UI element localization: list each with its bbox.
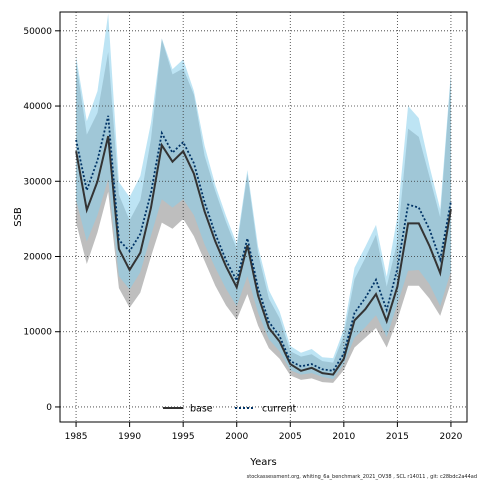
y-tick-label: 20000 [23,252,52,262]
y-axis-title: SSB [13,207,24,227]
x-tick-label: 1990 [118,432,141,442]
x-tick-label: 2010 [332,432,355,442]
y-tick-label: 50000 [23,27,52,37]
current-line [75,115,452,372]
current-legend-label: current [262,404,297,415]
series-lines [75,115,452,376]
x-tick-label: 1995 [172,432,195,442]
x-tick-label: 1985 [65,432,88,442]
x-tick-label: 2005 [279,432,302,442]
x-tick-label: 2000 [225,432,248,442]
x-axis: 1985 1990 1995 2000 2005 2010 2015 2020 [65,422,463,442]
footer-note: stockassessment.org, whiting_6a_benchmar… [247,474,477,480]
x-tick-label: 2020 [439,432,462,442]
plot-frame [59,11,468,423]
base-line [75,135,452,376]
grid-lines [60,12,467,422]
y-tick-label: 10000 [23,328,52,338]
base-legend-label: base [190,404,213,415]
y-tick-label: 40000 [23,102,52,112]
y-tick-label: 0 [46,403,52,413]
legend: base current [163,404,297,415]
current-confidence-band [76,13,451,380]
y-axis: 0 10000 20000 30000 40000 50000 [23,27,60,413]
y-tick-label: 30000 [23,177,52,187]
confidence-bands [76,13,451,383]
x-tick-label: 2015 [386,432,409,442]
x-axis-title: Years [249,457,276,468]
